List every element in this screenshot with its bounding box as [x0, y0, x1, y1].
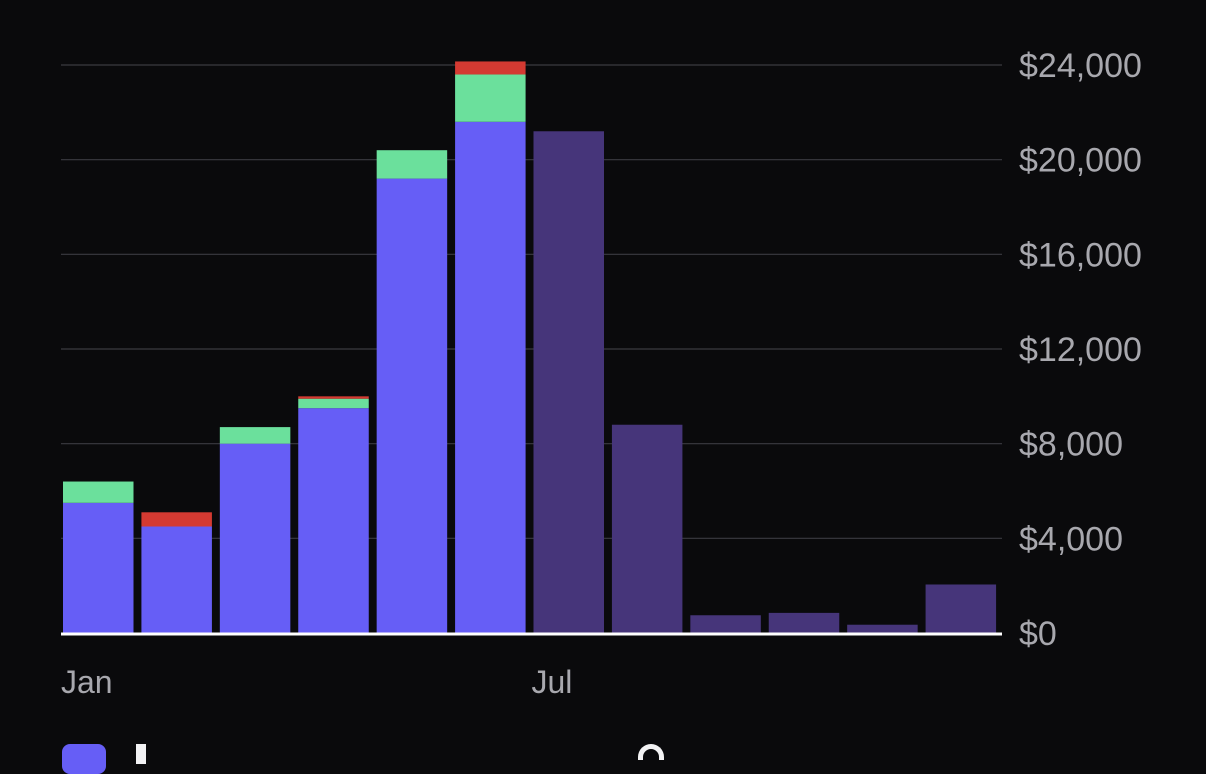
bar-segment [533, 131, 604, 633]
bar-segment [925, 584, 997, 633]
bar-segment [768, 612, 840, 633]
bar-segment [376, 150, 448, 179]
bar-segment [455, 121, 526, 634]
bar-segment [219, 427, 291, 444]
bar-segment [141, 526, 212, 633]
bar-segment [298, 398, 369, 409]
bar-segment [63, 481, 134, 503]
y-tick-label: $24,000 [1019, 47, 1142, 85]
y-tick-label: $20,000 [1019, 142, 1142, 180]
y-tick-label: $0 [1019, 615, 1057, 653]
bar-segment [376, 178, 448, 633]
bar-segment [298, 396, 369, 399]
bar-segment [298, 408, 369, 633]
legend-text-fragment [136, 744, 146, 764]
chart-container: $0 $4,000 $8,000 $12,000 $16,000 $20,000 $24,0… [61, 47, 1142, 700]
stacked-bar-chart: $0 $4,000 $8,000 $12,000 $16,000 $20,000 $24,0… [61, 47, 1142, 700]
y-tick-label: $16,000 [1019, 236, 1142, 274]
legend-swatch [62, 744, 106, 774]
bar-segment [455, 61, 526, 75]
bar-segment [219, 443, 291, 633]
bar-segment [690, 615, 761, 633]
bar-segment [141, 512, 212, 527]
x-tick-label: Jul [532, 664, 573, 700]
bar-segment [847, 624, 918, 633]
y-tick-label: $4,000 [1019, 520, 1123, 558]
bar-segment [63, 502, 134, 633]
x-tick-label: Jan [61, 664, 113, 700]
y-tick-label: $8,000 [1019, 426, 1123, 464]
bar-segment [455, 74, 526, 122]
y-tick-label: $12,000 [1019, 331, 1142, 369]
bar-segment [611, 424, 683, 633]
